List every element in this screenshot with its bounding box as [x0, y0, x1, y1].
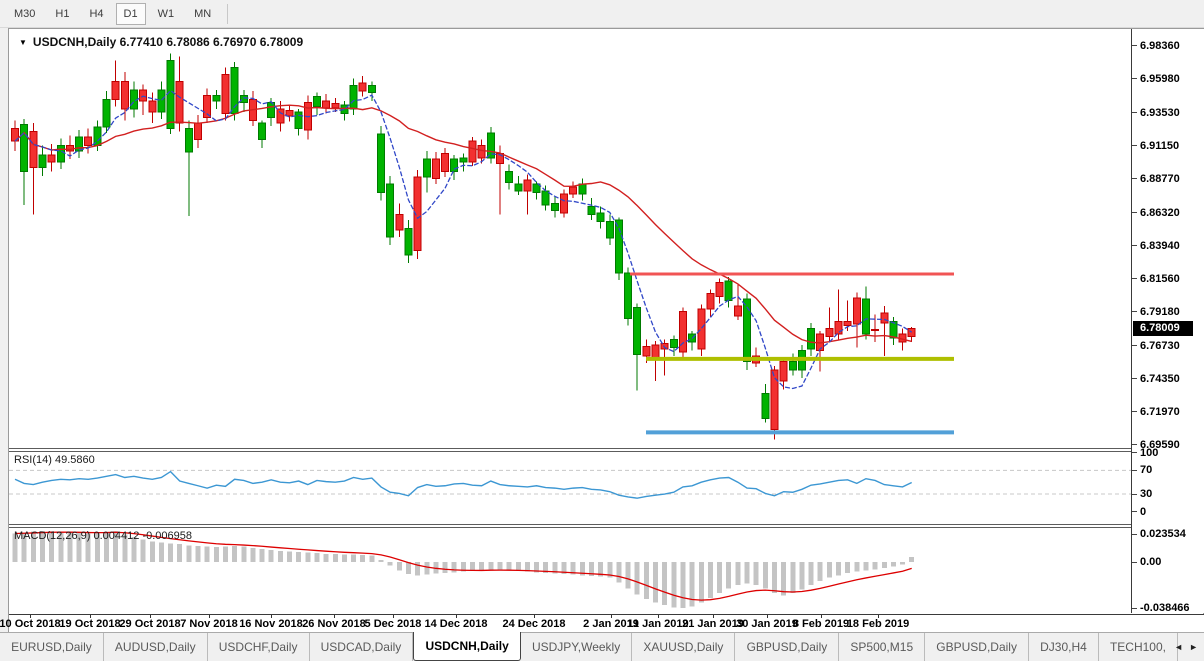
price-axis-label: 6.95980: [1132, 72, 1180, 86]
date-tick: [90, 615, 91, 618]
date-tick: [209, 615, 210, 618]
symbol-tab-5[interactable]: USDJPY,Weekly: [521, 633, 633, 661]
macd-axis-label: -0.038466: [1132, 601, 1190, 615]
price-axis-label: 6.71970: [1132, 405, 1180, 419]
price-axis-label: 6.98360: [1132, 39, 1180, 53]
date-label: 19 Oct 2018: [59, 618, 121, 630]
date-tick: [611, 615, 612, 618]
price-axis-label: 6.79180: [1132, 305, 1180, 319]
symbol-tab-6[interactable]: XAUUSD,Daily: [632, 633, 736, 661]
symbol-tab-4[interactable]: USDCNH,Daily: [413, 632, 521, 661]
date-tick: [534, 615, 535, 618]
chevron-down-icon[interactable]: ▼: [19, 37, 27, 47]
symbol-tab-0[interactable]: EURUSD,Daily: [0, 633, 104, 661]
date-label: 26 Nov 2018: [302, 618, 366, 630]
price-axis-label: 6.86320: [1132, 206, 1180, 220]
timeframe-button-h1[interactable]: H1: [55, 7, 70, 20]
timeframe-button-w1[interactable]: W1: [157, 7, 175, 20]
price-axis-label: 6.91150: [1132, 139, 1179, 153]
symbol-tab-2[interactable]: USDCHF,Daily: [208, 633, 310, 661]
date-label: 21 Jan 2019: [682, 618, 744, 630]
macd-signal-line: [14, 531, 912, 601]
date-label: 2 Jan 2019: [583, 618, 639, 630]
date-label: 8 Feb 2019: [792, 618, 850, 630]
date-label: 30 Jan 2019: [736, 618, 798, 630]
rsi-axis-label: 0: [1132, 505, 1146, 519]
price-axis-label: 6.88770: [1132, 172, 1180, 186]
price-axis-label: 6.69590: [1132, 438, 1180, 452]
panel-splitter[interactable]: [9, 448, 1204, 452]
date-label: 29 Oct 2018: [119, 618, 181, 630]
rsi-label: RSI(14) 49.5860: [14, 454, 95, 466]
rsi-panel[interactable]: [9, 452, 1131, 524]
date-tick: [878, 615, 879, 618]
symbol-tab-bar: EURUSD,Daily AUDUSD,Daily USDCHF,Daily USDC…: [0, 632, 1204, 661]
symbol-tab-9[interactable]: GBPUSD,Daily: [925, 633, 1030, 661]
macd-label: MACD(12,26,9) 0.004412 -0.006958: [14, 530, 192, 542]
date-tick: [334, 615, 335, 618]
symbol-tab-10[interactable]: DJ30,H4: [1029, 633, 1099, 661]
date-tick: [150, 615, 151, 618]
date-tick: [821, 615, 822, 618]
panel-splitter[interactable]: [9, 524, 1204, 528]
timeframe-button-m30[interactable]: M30: [14, 7, 36, 20]
date-label: 18 Feb 2019: [846, 618, 910, 630]
timeframe-button-h4[interactable]: H4: [89, 7, 104, 20]
symbol-tab-3[interactable]: USDCAD,Daily: [310, 633, 414, 661]
date-tick: [713, 615, 714, 618]
date-axis[interactable]: 10 Oct 2018 19 Oct 2018 29 Oct 2018 7 Nov 2…: [0, 614, 1204, 633]
price-axis-label: 6.93530: [1132, 106, 1180, 120]
timeframe-button-mn[interactable]: MN: [194, 7, 212, 20]
fast-ma-line: [14, 89, 913, 390]
date-label: 11 Jan 2019: [627, 618, 689, 630]
current-price-marker: 6.78009: [1133, 320, 1193, 336]
symbol-tab-7[interactable]: GBPUSD,Daily: [735, 633, 840, 661]
timeframe-toolbar: M30 H1 H4 D1 W1 MN: [0, 0, 1204, 28]
tab-scroll-left-icon[interactable]: ◄: [1174, 641, 1184, 652]
rsi-line: [14, 470, 913, 499]
price-axis-label: 6.74350: [1132, 372, 1180, 386]
timeframe-button-d1[interactable]: D1: [115, 2, 146, 25]
date-tick: [271, 615, 272, 618]
symbol-tab-11[interactable]: TECH100,: [1099, 633, 1179, 661]
date-tick: [767, 615, 768, 618]
rsi-axis-label: 100: [1132, 446, 1158, 460]
date-label: 24 Dec 2018: [502, 618, 566, 630]
symbol-tab-1[interactable]: AUDUSD,Daily: [104, 633, 208, 661]
toolbar-separator: [227, 3, 229, 24]
price-axis-label: 6.83940: [1132, 239, 1180, 253]
date-label: 10 Oct 2018: [0, 618, 61, 630]
price-axis-label: 6.81560: [1132, 272, 1180, 286]
slow-ma-line: [14, 104, 912, 344]
price-axis[interactable]: 6.78009 6.98360 6.95980 6.93530 6.91150 6.88…: [1131, 29, 1204, 615]
price-axis-label: 6.76730: [1132, 339, 1180, 353]
rsi-axis-label: 30: [1132, 487, 1152, 501]
macd-axis-label: 0.023534: [1132, 527, 1186, 541]
date-tick: [456, 615, 457, 618]
macd-panel[interactable]: [9, 528, 1131, 613]
chart-title-text: USDCNH,Daily 6.77410 6.78086 6.76970 6.7…: [32, 35, 304, 49]
symbol-tab-8[interactable]: SP500,M15: [839, 633, 926, 661]
date-label: 14 Dec 2018: [424, 618, 488, 630]
date-label: 16 Nov 2018: [239, 618, 303, 630]
date-label: 7 Nov 2018: [180, 618, 238, 630]
price-chart-panel[interactable]: [9, 31, 1131, 448]
date-label: 5 Dec 2018: [364, 618, 422, 630]
tab-scroll-arrows: ◄ ►: [1170, 632, 1202, 661]
rsi-axis-label: 70: [1132, 463, 1152, 477]
date-tick: [30, 615, 31, 618]
macd-axis-label: 0.00: [1132, 555, 1161, 569]
chart-window: ▼ USDCNH,Daily 6.77410 6.78086 6.76970 6…: [0, 28, 1204, 633]
chart-title: ▼ USDCNH,Daily 6.77410 6.78086 6.76970 6…: [19, 35, 303, 49]
candlesticks: [11, 53, 916, 440]
date-tick: [393, 615, 394, 618]
tab-scroll-right-icon[interactable]: ►: [1189, 641, 1198, 652]
date-tick: [658, 615, 659, 618]
